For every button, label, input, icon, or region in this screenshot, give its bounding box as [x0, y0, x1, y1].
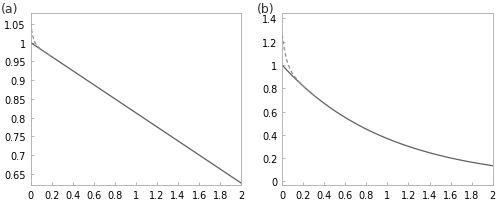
Text: (a): (a) — [1, 3, 18, 16]
Text: (b): (b) — [257, 3, 274, 16]
